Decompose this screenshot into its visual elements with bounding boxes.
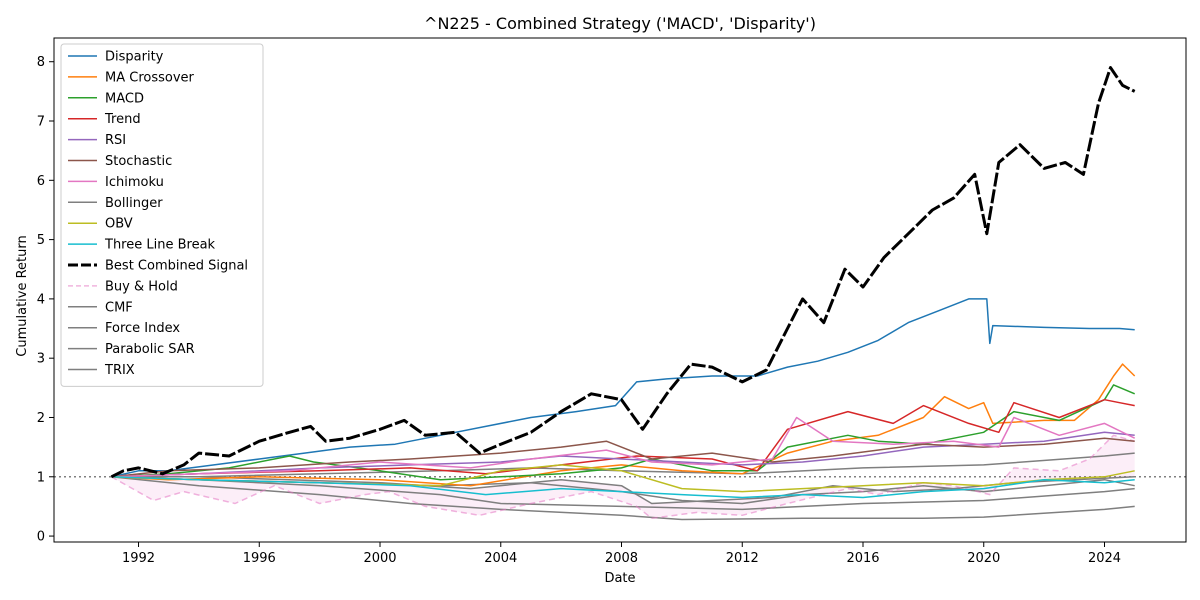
- series-line-stochastic: [111, 437, 1135, 478]
- legend-item: RSI: [68, 133, 126, 148]
- x-tick-label: 2012: [726, 551, 759, 566]
- y-tick-label: 8: [37, 55, 45, 70]
- legend-label: Parabolic SAR: [105, 342, 195, 357]
- x-tick-label: 1992: [122, 551, 155, 566]
- legend-box: [60, 43, 264, 387]
- series-line-best-combined-signal: [110, 66, 1136, 479]
- legend-label: OBV: [105, 217, 133, 232]
- x-tick-label: 2020: [967, 551, 1000, 566]
- legend-item: Ichimoku: [68, 175, 164, 190]
- shaded-band: [111, 435, 1135, 519]
- plot-frame: [53, 37, 1187, 543]
- chart-title: ^N225 - Combined Strategy ('MACD', 'Disp…: [424, 14, 816, 33]
- legend-item: Stochastic: [68, 154, 172, 169]
- legend-item: MA Crossover: [68, 70, 195, 85]
- legend-label: Disparity: [105, 50, 164, 65]
- legend-item: Trend: [68, 112, 141, 127]
- series-line-cmf: [111, 476, 1135, 511]
- legend-item: Buy & Hold: [68, 279, 178, 294]
- legend-item: Disparity: [68, 50, 164, 65]
- legend-label: Buy & Hold: [105, 279, 178, 294]
- legend-item: Force Index: [68, 321, 180, 336]
- legend-label: MA Crossover: [105, 70, 195, 85]
- legend-item: CMF: [68, 300, 133, 315]
- legend-label: Trend: [104, 112, 141, 127]
- legend-item: Best Combined Signal: [68, 259, 248, 274]
- legend-item: Three Line Break: [68, 238, 216, 253]
- x-tick-label: 2008: [605, 551, 638, 566]
- series-layer: [54, 66, 1186, 521]
- legend-label: Three Line Break: [104, 238, 216, 253]
- series-line-trend: [111, 398, 1135, 478]
- y-axis-label: Cumulative Return: [15, 235, 30, 356]
- y-tick-label: 0: [37, 530, 45, 545]
- x-tick-label: 2024: [1088, 551, 1121, 566]
- x-tick-label: 2004: [484, 551, 517, 566]
- y-tick-label: 5: [37, 233, 45, 248]
- legend-item: MACD: [68, 91, 144, 106]
- series-line-force-index: [111, 476, 1135, 521]
- legend-label: Best Combined Signal: [105, 259, 248, 274]
- legend-item: Bollinger: [68, 196, 163, 211]
- legend-label: Ichimoku: [105, 175, 164, 190]
- y-tick-label: 1: [37, 470, 45, 485]
- x-tick-label: 1996: [243, 551, 276, 566]
- y-tick-label: 2: [37, 411, 45, 426]
- legend-label: Force Index: [105, 321, 180, 336]
- y-tick-label: 7: [37, 115, 45, 130]
- legend-label: MACD: [105, 91, 144, 106]
- series-line-rsi: [111, 431, 1135, 478]
- legend-item: TRIX: [68, 363, 135, 378]
- x-axis-label: Date: [604, 571, 635, 586]
- series-line-macd: [111, 384, 1135, 481]
- legend-label: Bollinger: [105, 196, 163, 211]
- legend-label: TRIX: [104, 363, 135, 378]
- series-line-three-line-break: [111, 476, 1135, 499]
- legend-label: CMF: [105, 300, 133, 315]
- series-line-ichimoku: [111, 416, 1136, 478]
- legend-label: RSI: [105, 133, 126, 148]
- x-tick-label: 2000: [363, 551, 396, 566]
- axes-layer: 1992 1996 2000 2004 2008 2012 2016 2020 2024 0 1 2 3…: [37, 37, 1187, 566]
- legend-item: OBV: [68, 217, 133, 232]
- y-tick-label: 3: [37, 352, 45, 367]
- series-line-buy-hold: [111, 434, 1135, 520]
- legend: Disparity MA Crossover MACD Trend RSI Stochas…: [60, 43, 264, 387]
- series-line-disparity: [111, 298, 1135, 478]
- legend-item: Parabolic SAR: [68, 342, 195, 357]
- legend-label: Stochastic: [105, 154, 172, 169]
- y-tick-label: 6: [37, 174, 45, 189]
- series-line-ma-crossover: [111, 363, 1136, 487]
- x-tick-label: 2016: [846, 551, 879, 566]
- y-tick-label: 4: [37, 292, 45, 307]
